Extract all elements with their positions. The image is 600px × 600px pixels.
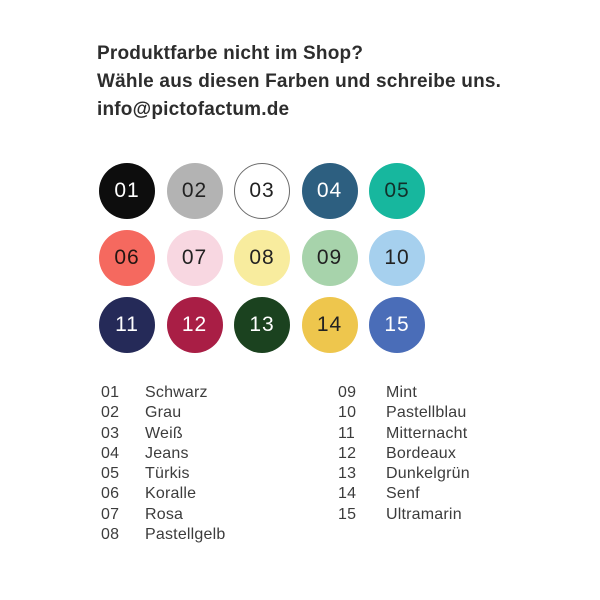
color-swatch-01: 01 xyxy=(99,163,155,219)
legend-item-label: Schwarz xyxy=(145,384,208,401)
color-swatch-14: 14 xyxy=(301,297,358,353)
color-swatch-grid: 01 02 03 04 05 06 07 08 09 10 11 12 13 14 15 xyxy=(99,163,425,353)
legend-item-number: 10 xyxy=(338,404,357,422)
header-question: Produktfarbe nicht im Shop? xyxy=(97,43,364,64)
color-swatch-06: 06 xyxy=(99,230,155,286)
legend-item-11: 11 Mitternacht xyxy=(338,424,470,444)
legend-item-08: 08 Pastellgelb xyxy=(101,525,225,545)
color-swatch-05: 05 xyxy=(369,163,425,219)
legend-item-label: Dunkelgrün xyxy=(386,465,470,483)
color-swatch-08: 08 xyxy=(234,230,290,286)
header-instruction: Wähle aus diesen Farben und schreibe uns… xyxy=(97,71,502,92)
legend-item-04: 04 Jeans xyxy=(101,444,225,464)
legend-item-number: 12 xyxy=(338,444,357,462)
legend-item-number: 05 xyxy=(101,465,120,483)
legend-item-label: Mitternacht xyxy=(386,424,468,442)
color-swatch-10: 10 xyxy=(369,230,425,286)
legend-item-number: 03 xyxy=(101,424,120,442)
legend-item-label: Rosa xyxy=(145,505,184,523)
legend-item-label: Grau xyxy=(145,404,182,422)
legend-item-05: 05 Türkis xyxy=(101,464,225,484)
legend-item-number: 15 xyxy=(338,505,357,523)
header: Produktfarbe nicht im Shop? Wähle aus di… xyxy=(97,40,501,124)
swatch-number: 15 xyxy=(384,313,410,336)
swatch-number: 09 xyxy=(316,246,343,269)
legend-item-label: Koralle xyxy=(145,485,197,503)
legend-item-12: 12 Bordeaux xyxy=(338,444,470,464)
swatch-number: 12 xyxy=(181,313,208,336)
swatch-number: 01 xyxy=(114,179,140,202)
legend-item-02: 02 Grau xyxy=(101,403,225,423)
legend-item-13: 13 Dunkelgrün xyxy=(338,464,470,484)
color-swatch-09: 09 xyxy=(301,230,358,286)
swatch-number: 13 xyxy=(249,313,275,336)
legend-item-label: Jeans xyxy=(145,444,189,462)
swatch-number: 06 xyxy=(114,246,140,269)
legend-item-01: 01 Schwarz xyxy=(101,383,225,403)
legend-item-label: Bordeaux xyxy=(386,444,457,462)
legend-item-number: 14 xyxy=(338,485,357,503)
swatch-number: 07 xyxy=(181,246,208,269)
legend-item-number: 11 xyxy=(338,424,356,442)
legend-item-09: 09 Mint xyxy=(338,383,470,403)
color-swatch-11: 11 xyxy=(99,297,155,353)
swatch-number: 03 xyxy=(249,179,275,202)
legend-item-07: 07 Rosa xyxy=(101,505,225,525)
legend-item-number: 08 xyxy=(101,526,120,544)
color-swatch-12: 12 xyxy=(166,297,223,353)
swatch-number: 05 xyxy=(384,179,410,202)
legend-item-number: 02 xyxy=(101,404,120,422)
legend-item-06: 06 Koralle xyxy=(101,484,225,504)
legend-item-number: 09 xyxy=(338,384,357,401)
legend-item-label: Weiß xyxy=(145,424,183,442)
legend-item-label: Senf xyxy=(386,485,420,503)
color-swatch-02: 02 xyxy=(166,163,223,219)
legend-item-number: 01 xyxy=(101,384,120,401)
legend-item-label: Pastellgelb xyxy=(145,526,226,544)
legend-column-right: 09 Mint 10 Pastellblau 11 Mitternacht 12 Bordea… xyxy=(338,383,470,525)
color-swatch-07: 07 xyxy=(166,230,223,286)
legend-item-number: 06 xyxy=(101,485,120,503)
legend-item-number: 04 xyxy=(101,444,120,462)
legend-item-03: 03 Weiß xyxy=(101,424,225,444)
legend-item-14: 14 Senf xyxy=(338,484,470,504)
color-swatch-04: 04 xyxy=(301,163,358,219)
swatch-number: 11 xyxy=(115,313,139,336)
color-swatch-15: 15 xyxy=(369,297,425,353)
legend-item-label: Türkis xyxy=(145,465,190,483)
legend-item-label: Pastellblau xyxy=(386,404,467,422)
legend-item-label: Ultramarin xyxy=(386,505,462,523)
legend-item-15: 15 Ultramarin xyxy=(338,505,470,525)
swatch-number: 14 xyxy=(316,313,343,336)
swatch-number: 04 xyxy=(316,179,343,202)
swatch-number: 10 xyxy=(384,246,410,269)
swatch-number: 08 xyxy=(249,246,275,269)
legend-item-number: 13 xyxy=(338,465,357,483)
legend-column-left: 01 Schwarz 02 Grau 03 Weiß 04 Jeans 05 Türkis 06 Ko… xyxy=(101,383,225,545)
legend-item-number: 07 xyxy=(101,505,120,523)
legend-item-10: 10 Pastellblau xyxy=(338,403,470,423)
contact-email: info@pictofactum.de xyxy=(97,99,290,120)
color-swatch-03: 03 xyxy=(234,163,290,219)
color-swatch-13: 13 xyxy=(234,297,290,353)
legend-item-label: Mint xyxy=(386,384,418,401)
swatch-number: 02 xyxy=(181,179,208,202)
